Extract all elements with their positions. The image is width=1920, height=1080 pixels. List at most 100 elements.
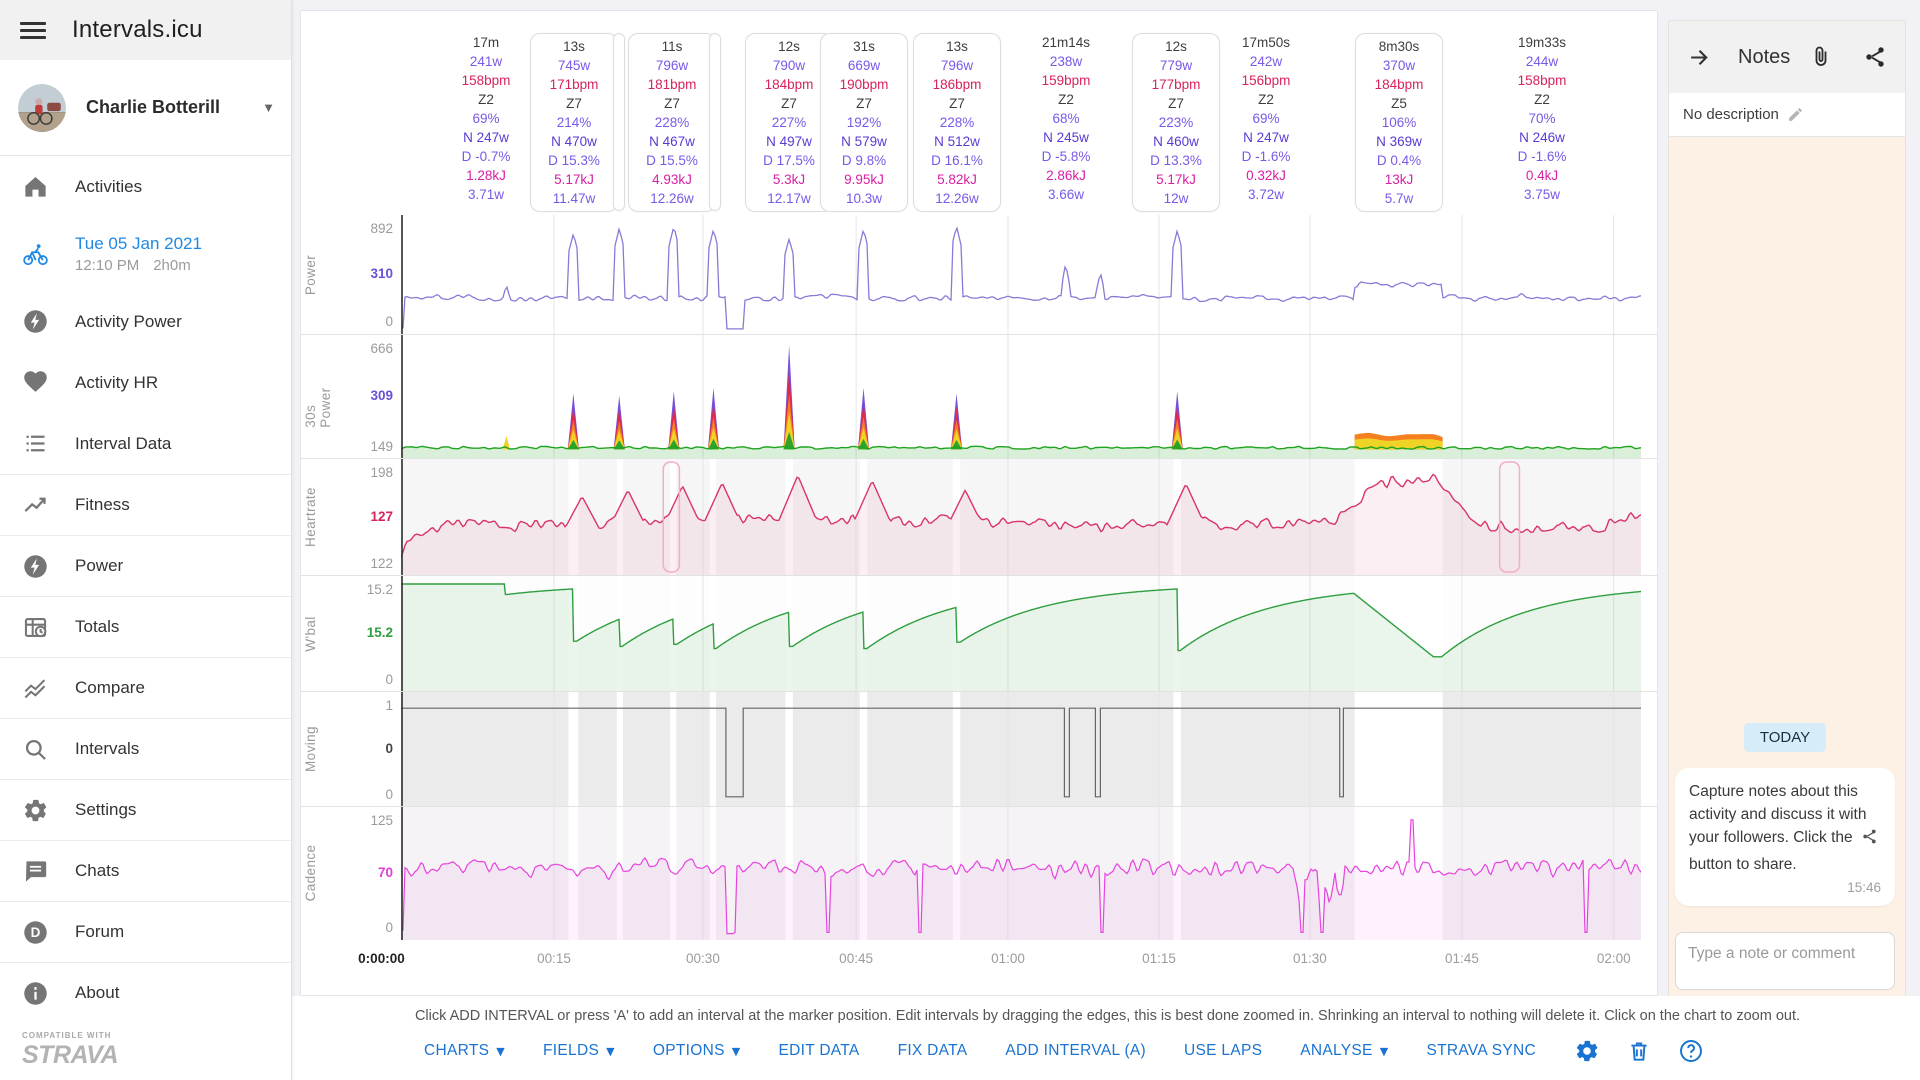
- track-plot-p30[interactable]: [401, 335, 1641, 459]
- list-icon: [22, 430, 49, 457]
- sidebar-item-intervals[interactable]: Intervals: [0, 718, 291, 779]
- attachment-icon[interactable]: [1809, 45, 1833, 69]
- interval-card-narrow[interactable]: [709, 33, 721, 211]
- track-power[interactable]: Power 892 310 0: [301, 215, 1657, 334]
- interval-duration: 12s: [1165, 39, 1187, 54]
- fields-button[interactable]: FIELDS ▼: [543, 1042, 615, 1059]
- sidebar-item-totals[interactable]: Totals: [0, 596, 291, 657]
- comment-input[interactable]: [1675, 932, 1895, 990]
- add-interval-a-button[interactable]: ADD INTERVAL (A): [1005, 1042, 1147, 1059]
- interval-power: 745w: [557, 58, 591, 73]
- user-row[interactable]: Charlie Botterill ▼: [0, 60, 291, 156]
- x-axis-label: 01:30: [1293, 951, 1327, 966]
- interval-hr: 181bpm: [647, 77, 697, 92]
- interval-d: D 15.3%: [548, 153, 600, 168]
- interval-np: N 579w: [841, 134, 887, 149]
- tick-label: 149: [370, 439, 393, 454]
- sidebar-item-label: Settings: [75, 800, 137, 819]
- track-p30[interactable]: 30s Power 666 309 149: [301, 334, 1657, 459]
- sidebar-item-label: Totals: [75, 617, 120, 636]
- collapse-arrow-icon[interactable]: [1687, 45, 1712, 70]
- tick-label: 125: [370, 813, 393, 828]
- track-plot-hr[interactable]: [401, 459, 1641, 576]
- interval-card[interactable]: 17m50s 242w 156bpm Z2 69% N 247w D -1.6% 0.32kJ…: [1222, 33, 1310, 204]
- settings-icon[interactable]: [1574, 1038, 1600, 1064]
- interval-card[interactable]: 17m 241w 158bpm Z2 69% N 247w D -0.7% 1.28kJ 3.7…: [442, 33, 530, 204]
- fix-data-button[interactable]: FIX DATA: [897, 1042, 968, 1059]
- use-laps-button[interactable]: USE LAPS: [1184, 1042, 1263, 1059]
- analyse-button[interactable]: ANALYSE ▼: [1300, 1042, 1389, 1059]
- forum-icon: D: [22, 919, 49, 946]
- interval-duration: 11s: [661, 39, 683, 54]
- sidebar-item-interval-data[interactable]: Interval Data: [0, 413, 291, 474]
- delete-icon[interactable]: [1626, 1038, 1652, 1064]
- sidebar-item-activity-power[interactable]: Activity Power: [0, 291, 291, 352]
- info-icon: [22, 980, 49, 1007]
- sidebar-item-activities[interactable]: Activities: [0, 156, 291, 217]
- interval-card[interactable]: 8m30s 370w 184bpm Z5 106% N 369w D 0.4% 13kJ 5.7…: [1355, 33, 1443, 212]
- tick-label: 198: [370, 465, 393, 480]
- interval-zone: Z2: [1258, 92, 1274, 107]
- menu-icon[interactable]: [20, 18, 46, 43]
- track-plot-power[interactable]: [401, 215, 1641, 334]
- track-plot-wbal[interactable]: [401, 576, 1641, 692]
- interval-card-narrow[interactable]: [613, 33, 625, 211]
- track-hr[interactable]: Heartrate 198 127 122: [301, 458, 1657, 576]
- interval-card[interactable]: 31s 669w 190bpm Z7 192% N 579w D 9.8% 9.95kJ 10.…: [820, 33, 908, 212]
- inline-share-icon: [1861, 829, 1878, 849]
- interval-np: N 245w: [1043, 130, 1089, 145]
- sidebar-item-forum[interactable]: D Forum: [0, 901, 291, 962]
- interval-zone: Z7: [664, 96, 680, 111]
- chevron-down-icon: ▼: [1379, 1044, 1389, 1058]
- interval-kj: 1.28kJ: [466, 168, 506, 183]
- totals-icon: [22, 614, 49, 641]
- track-plot-moving[interactable]: [401, 692, 1641, 807]
- interval-np: N 369w: [1376, 134, 1422, 149]
- sidebar-item-about[interactable]: About: [0, 962, 291, 1023]
- interval-kj: 2.86kJ: [1046, 168, 1086, 183]
- interval-card[interactable]: 11s 796w 181bpm Z7 228% N 467w D 15.5% 4.93kJ 12…: [628, 33, 716, 212]
- share-icon[interactable]: [1863, 45, 1887, 69]
- interval-d: D -5.8%: [1041, 149, 1091, 164]
- sidebar-item-power[interactable]: Power: [0, 535, 291, 596]
- tick-label: 0: [385, 314, 393, 329]
- sidebar-item-activity-date[interactable]: Tue 05 Jan 2021 12:10 PM 2h0m: [0, 217, 291, 291]
- interval-pct: 69%: [1252, 111, 1280, 126]
- sidebar-item-label: Activity HR: [75, 372, 159, 392]
- description-row[interactable]: No description: [1669, 93, 1905, 137]
- edit-data-button[interactable]: EDIT DATA: [778, 1042, 860, 1059]
- edit-pencil-icon[interactable]: [1787, 106, 1804, 123]
- sidebar-item-activity-hr[interactable]: Activity HR: [0, 352, 291, 413]
- sidebar-header: Intervals.icu: [0, 0, 291, 60]
- charts-button[interactable]: CHARTS ▼: [424, 1042, 506, 1059]
- interval-hr: 186bpm: [932, 77, 982, 92]
- help-icon[interactable]: [1678, 1038, 1704, 1064]
- user-menu-caret-icon[interactable]: ▼: [262, 100, 275, 115]
- interval-pct: 68%: [1052, 111, 1080, 126]
- interval-d: D 16.1%: [931, 153, 983, 168]
- interval-card[interactable]: 12s 790w 184bpm Z7 227% N 497w D 17.5% 5.3kJ 12.…: [745, 33, 833, 212]
- strava-sync-button[interactable]: STRAVA SYNC: [1426, 1042, 1536, 1059]
- interval-card[interactable]: 13s 745w 171bpm Z7 214% N 470w D 15.3% 5.17kJ 11…: [530, 33, 618, 212]
- interval-card[interactable]: 12s 779w 177bpm Z7 223% N 460w D 13.3% 5.17kJ 12…: [1132, 33, 1220, 212]
- track-wbal[interactable]: W'bal 15.2 15.2 0: [301, 575, 1657, 692]
- activity-chart[interactable]: 17m 241w 158bpm Z2 69% N 247w D -0.7% 1.28kJ 3.7…: [300, 10, 1658, 996]
- sidebar-item-chats[interactable]: Chats: [0, 840, 291, 901]
- track-cadence[interactable]: Cadence 125 70 0: [301, 806, 1657, 940]
- interval-power: 669w: [847, 58, 881, 73]
- interval-duration: 17m: [472, 35, 500, 50]
- message-time: 15:46: [1847, 879, 1881, 895]
- interval-d: D -1.6%: [1517, 149, 1567, 164]
- power-icon: [22, 308, 49, 335]
- interval-card[interactable]: 21m14s 238w 159bpm Z2 68% N 245w D -5.8% 2.86kJ…: [1022, 33, 1110, 204]
- interval-card[interactable]: 13s 796w 186bpm Z7 228% N 512w D 16.1% 5.82kJ 12…: [913, 33, 1001, 212]
- sidebar-item-compare[interactable]: Compare: [0, 657, 291, 718]
- home-icon: [22, 173, 49, 200]
- sidebar-item-settings[interactable]: Settings: [0, 779, 291, 840]
- interval-duration: 21m14s: [1041, 35, 1091, 50]
- interval-card[interactable]: 19m33s 244w 158bpm Z2 70% N 246w D -1.6% 0.4kJ 3…: [1498, 33, 1586, 204]
- options-button[interactable]: OPTIONS ▼: [652, 1042, 741, 1059]
- sidebar-item-fitness[interactable]: Fitness: [0, 474, 291, 535]
- track-moving[interactable]: Moving 1 0 0: [301, 691, 1657, 807]
- track-plot-cadence[interactable]: [401, 807, 1641, 940]
